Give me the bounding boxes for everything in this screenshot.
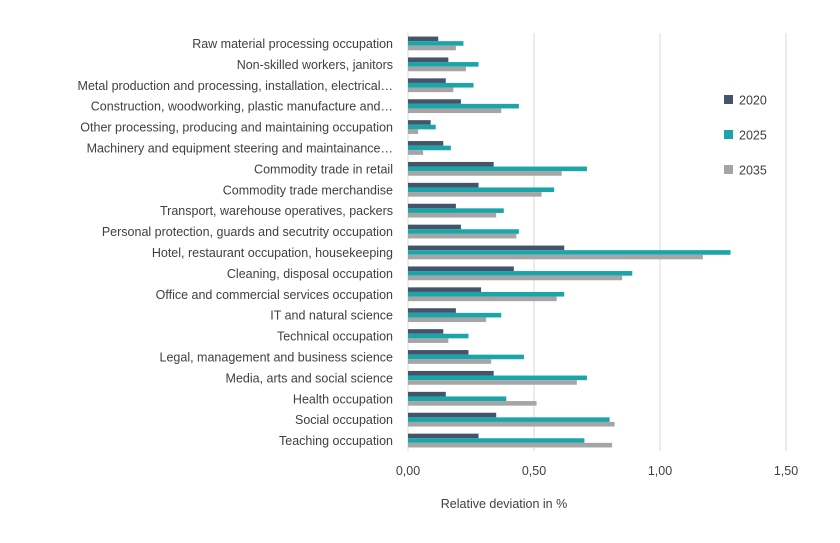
bar-2035-7: [408, 192, 542, 197]
bar-2025-5: [408, 145, 451, 151]
bar-2020-19: [408, 433, 479, 439]
bar-2035-5: [408, 150, 424, 155]
bar-2035-2: [408, 87, 454, 93]
category-label: Commodity trade in retail: [254, 162, 393, 176]
category-label: Social occupation: [295, 413, 393, 427]
bar-2020-15: [408, 350, 469, 355]
bar-2020-8: [408, 203, 456, 209]
bar-2025-11: [408, 271, 633, 276]
bar-2025-18: [408, 417, 610, 422]
bar-2035-6: [408, 171, 562, 176]
category-label: Health occupation: [293, 392, 393, 406]
bar-2035-16: [408, 380, 577, 385]
x-tick-label: 0,00: [396, 464, 420, 478]
bar-2020-9: [408, 224, 461, 230]
category-label: Teaching occupation: [279, 434, 393, 448]
x-tick-label: 1,50: [774, 464, 798, 478]
bar-2025-10: [408, 250, 731, 255]
category-label: Cleaning, disposal occupation: [227, 267, 393, 281]
category-label: Commodity trade merchandise: [223, 183, 393, 197]
category-label: Office and commercial services occupatio…: [156, 288, 393, 302]
category-label: Raw material processing occupation: [192, 37, 393, 51]
bar-2035-17: [408, 401, 537, 406]
legend-swatch-2020: [724, 95, 733, 104]
legend-label-2020: 2020: [739, 94, 767, 108]
bar-2025-0: [408, 41, 464, 46]
bar-2020-13: [408, 308, 456, 313]
bar-2035-13: [408, 317, 487, 323]
bars: [408, 36, 731, 448]
bar-2020-3: [408, 99, 461, 104]
legend: 2020 2025 2035: [724, 94, 767, 178]
bar-2020-17: [408, 391, 446, 397]
bar-2035-9: [408, 233, 517, 239]
legend-label-2035: 2035: [739, 164, 767, 178]
bar-2035-1: [408, 66, 466, 72]
x-tick-label: 0,50: [522, 464, 546, 478]
bar-2035-8: [408, 212, 497, 218]
bar-2025-3: [408, 103, 519, 109]
bar-2025-9: [408, 229, 519, 234]
x-tick-label: 1,00: [648, 464, 672, 478]
bar-2020-14: [408, 329, 444, 334]
bar-2020-12: [408, 287, 482, 292]
legend-label-2025: 2025: [739, 129, 767, 143]
legend-swatch-2035: [724, 165, 733, 174]
bar-2035-0: [408, 45, 456, 51]
category-label: Media, arts and social science: [226, 371, 393, 385]
bar-2025-12: [408, 291, 565, 297]
category-label: Other processing, producing and maintain…: [80, 121, 393, 135]
bar-2035-15: [408, 359, 492, 364]
bar-2020-16: [408, 370, 494, 376]
category-label: Construction, woodworking, plastic manuf…: [91, 100, 393, 114]
bar-2025-15: [408, 354, 524, 360]
bar-2025-4: [408, 124, 436, 130]
x-axis-title: Relative deviation in %: [441, 497, 567, 511]
bar-2020-6: [408, 161, 494, 167]
bar-2025-16: [408, 375, 587, 381]
bar-2020-10: [408, 245, 565, 251]
bar-2035-12: [408, 296, 557, 302]
category-label: Machinery and equipment steering and mai…: [87, 141, 393, 155]
bar-2025-6: [408, 166, 587, 172]
bar-2025-13: [408, 312, 502, 318]
bar-2025-2: [408, 82, 474, 88]
bar-2025-17: [408, 396, 507, 402]
category-label: Metal production and processing, install…: [78, 79, 393, 93]
bar-2025-19: [408, 438, 585, 443]
bar-2020-2: [408, 78, 446, 83]
bar-2035-10: [408, 254, 703, 260]
legend-swatch-2025: [724, 130, 733, 139]
bar-2020-0: [408, 36, 439, 42]
bar-2035-3: [408, 108, 502, 114]
bar-2025-1: [408, 62, 479, 67]
bar-2020-11: [408, 266, 514, 272]
category-label: Hotel, restaurant occupation, housekeepi…: [152, 246, 393, 260]
x-tick-labels: 0,00 0,50 1,00 1,50: [396, 464, 798, 478]
category-label: Legal, management and business science: [160, 350, 394, 364]
category-label: IT and natural science: [270, 309, 393, 323]
bar-2025-14: [408, 333, 469, 339]
bar-2020-7: [408, 182, 479, 188]
bar-2020-5: [408, 141, 444, 146]
category-label: Transport, warehouse operatives, packers: [160, 204, 393, 218]
bar-2035-19: [408, 442, 613, 448]
category-labels: Raw material processing occupation Non-sk…: [78, 37, 394, 448]
bar-2035-4: [408, 129, 419, 134]
category-label: Non-skilled workers, janitors: [237, 58, 393, 72]
bar-2020-4: [408, 120, 431, 125]
category-label: Personal protection, guards and secutrit…: [102, 225, 393, 239]
category-label: Technical occupation: [277, 330, 393, 344]
bar-2025-8: [408, 208, 504, 213]
bar-2020-18: [408, 412, 497, 418]
bar-2035-18: [408, 421, 615, 427]
bar-2035-14: [408, 338, 449, 343]
bar-2020-1: [408, 57, 449, 63]
bar-2025-7: [408, 187, 555, 193]
bar-2035-11: [408, 275, 623, 281]
